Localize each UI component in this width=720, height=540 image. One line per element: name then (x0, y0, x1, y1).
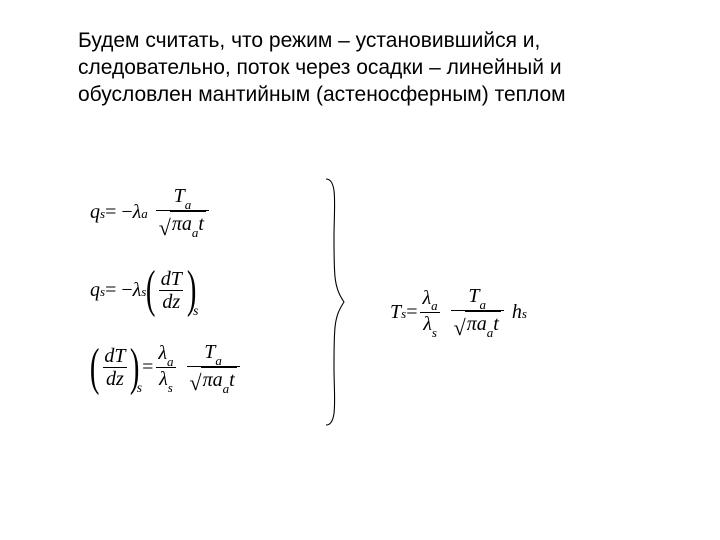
eq3-ls: λ (159, 368, 168, 390)
eqr-a: a (477, 313, 487, 335)
eqr-h-sub: s (522, 306, 527, 322)
eqr-lhs-var: T (390, 301, 401, 324)
eq1-num-sub: a (185, 197, 192, 212)
left-equation-column: qs = − λa Ta √ πaat qs = − (90, 185, 320, 395)
eq1-num-var: T (174, 185, 185, 207)
eqr-la-sub: a (431, 298, 438, 313)
eq3-t-sub: a (215, 353, 222, 368)
eqr-ls: λ (423, 313, 432, 335)
eq3-t: T (204, 341, 215, 363)
eq2-lhs-var: q (90, 279, 100, 302)
eq3-la-sub: a (167, 354, 174, 369)
eq2-num: dT (158, 268, 185, 290)
eqr-lambda-frac: λa λs (419, 287, 440, 339)
eq3-num: dT (101, 345, 128, 367)
eq3-pi: π (203, 369, 213, 391)
eq3-a: a (213, 369, 223, 391)
eq1-a-sub: a (192, 225, 199, 240)
eq2-lhs-sub: s (100, 284, 105, 300)
eqr-h: h (512, 301, 522, 324)
eq1-t: t (198, 213, 204, 235)
eq3-paren-sub: s (137, 380, 142, 396)
eq1-lambda: λ (133, 201, 142, 224)
eq1-lambda-sub: a (141, 206, 148, 222)
eq2-equals: = − (105, 279, 133, 302)
equation-2: qs = − λs ( dT dz ) s (90, 268, 320, 313)
eqr-la: λ (422, 287, 431, 309)
eq1-sqrt: √ πaat (159, 211, 206, 238)
body-paragraph: Будем считать, что режим – установившийс… (78, 28, 638, 109)
eq3-a-sub: a (223, 381, 230, 396)
eq2-paren: ( dT dz ) s (146, 268, 198, 313)
eq2-den: dz (159, 290, 183, 313)
eq3-tt: t (229, 369, 235, 391)
eq3-lambda-frac: λa λs (155, 342, 176, 394)
eqr-t-sub: a (480, 297, 487, 312)
eq2-lambda: λ (133, 279, 142, 302)
eqr-pi: π (467, 313, 477, 335)
eq1-lhs-var: q (90, 201, 100, 224)
eq3-la: λ (158, 342, 167, 364)
eqr-a-sub: a (487, 325, 494, 340)
equation-1: qs = − λa Ta √ πaat (90, 185, 320, 240)
equation-result: Ts = λa λs Ta √ πaat hs (390, 285, 527, 340)
eq3-equals: = (142, 356, 153, 379)
curly-brace-icon (322, 177, 348, 427)
eq3-paren: ( dT dz ) s (90, 345, 142, 390)
eq1-equals: = − (105, 201, 133, 224)
eq3-ls-sub: s (168, 380, 173, 395)
eqr-t-frac: Ta √ πaat (451, 285, 504, 340)
eqr-t: T (468, 285, 479, 307)
eq3-den: dz (103, 367, 127, 390)
eq3-t-frac: Ta √ πaat (187, 341, 240, 396)
eq1-pi: π (172, 213, 182, 235)
eq1-fraction: Ta √ πaat (156, 185, 209, 240)
eqr-ls-sub: s (432, 325, 437, 340)
equation-3: ( dT dz ) s = λa λs Ta (90, 341, 320, 396)
eq1-lhs-sub: s (100, 206, 105, 222)
eqr-equals: = (406, 301, 417, 324)
eqr-lhs-sub: s (401, 306, 406, 322)
eq2-paren-sub: s (193, 303, 198, 319)
eqr-tt: t (493, 313, 499, 335)
eq1-a: a (182, 213, 192, 235)
